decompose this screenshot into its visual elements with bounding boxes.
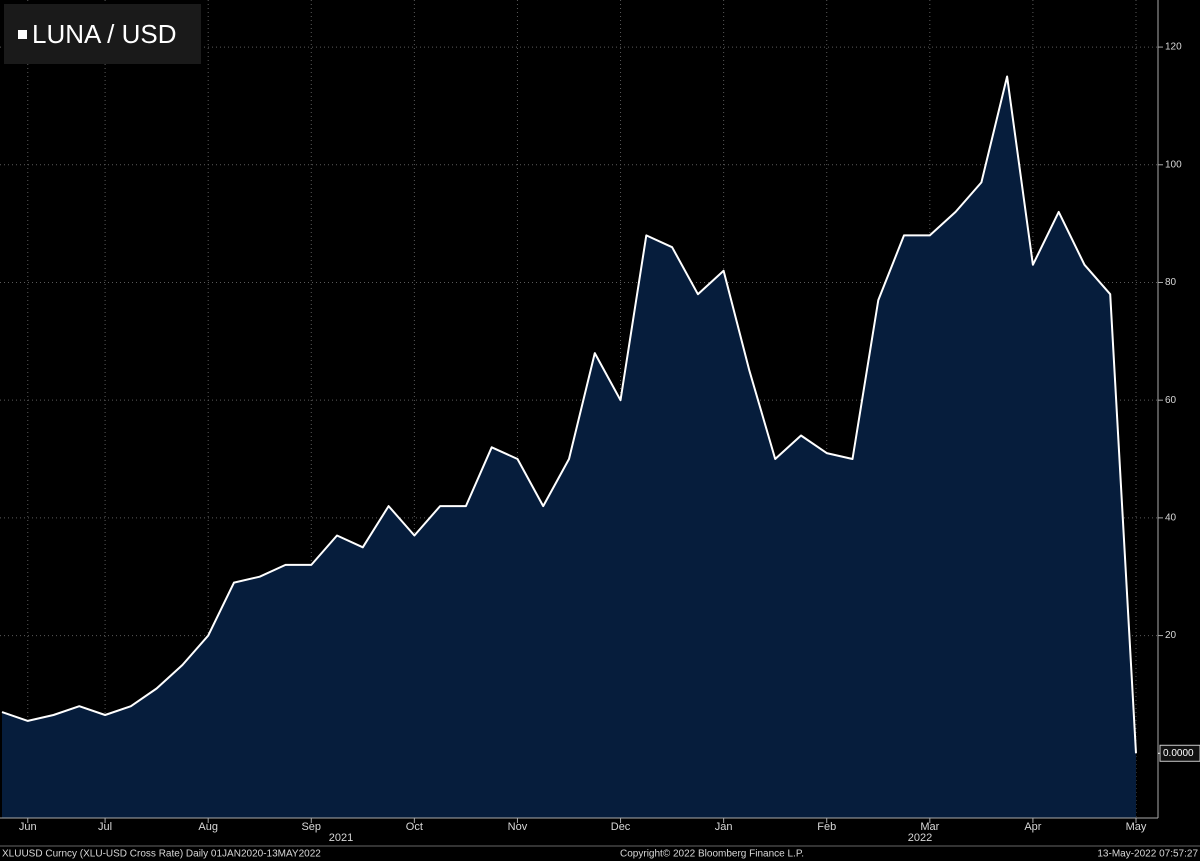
footer-left: XLUUSD Curncy (XLU-USD Cross Rate) Daily…	[2, 849, 321, 860]
x-tick-label: Feb	[817, 821, 836, 833]
x-tick-label: Oct	[406, 821, 423, 833]
year-label: 2022	[908, 832, 932, 844]
footer-center: Copyright© 2022 Bloomberg Finance L.P.	[620, 849, 804, 860]
y-tick-label: 60	[1165, 395, 1177, 406]
x-tick-label: May	[1126, 821, 1147, 833]
chart-title: LUNA / USD	[32, 19, 177, 49]
line	[1, 75, 1137, 754]
y-tick-label: 100	[1165, 159, 1182, 170]
legend-swatch	[18, 30, 27, 39]
title-box	[4, 4, 201, 64]
x-tick-label: Jul	[98, 821, 112, 833]
y-tick-label: 120	[1165, 42, 1182, 53]
year-label: 2021	[329, 832, 353, 844]
last-price-box	[1159, 744, 1200, 762]
x-tick-label: Jun	[19, 821, 37, 833]
plot: 20 40 60 80 100 120 Jun Jul Aug Sep Oct Nov Dec Jan Fe…	[0, 0, 1200, 833]
y-tick-label: 40	[1165, 513, 1177, 524]
x-tick-label: Nov	[508, 821, 528, 833]
x-tick-label: Aug	[198, 821, 218, 833]
x-tick-label: Apr	[1024, 821, 1041, 833]
x-tick-label: Jan	[715, 821, 733, 833]
area	[2, 76, 1136, 818]
x-tick-label: Dec	[611, 821, 631, 833]
y-tick-label: 80	[1165, 277, 1177, 288]
footer-right: 13-May-2022 07:57:27	[1097, 849, 1198, 860]
x-tick-label: Mar	[920, 821, 939, 833]
last-price-label: 0.0000	[1163, 748, 1194, 759]
y-tick-label: 20	[1165, 630, 1177, 641]
x-tick-label: Sep	[301, 821, 321, 833]
